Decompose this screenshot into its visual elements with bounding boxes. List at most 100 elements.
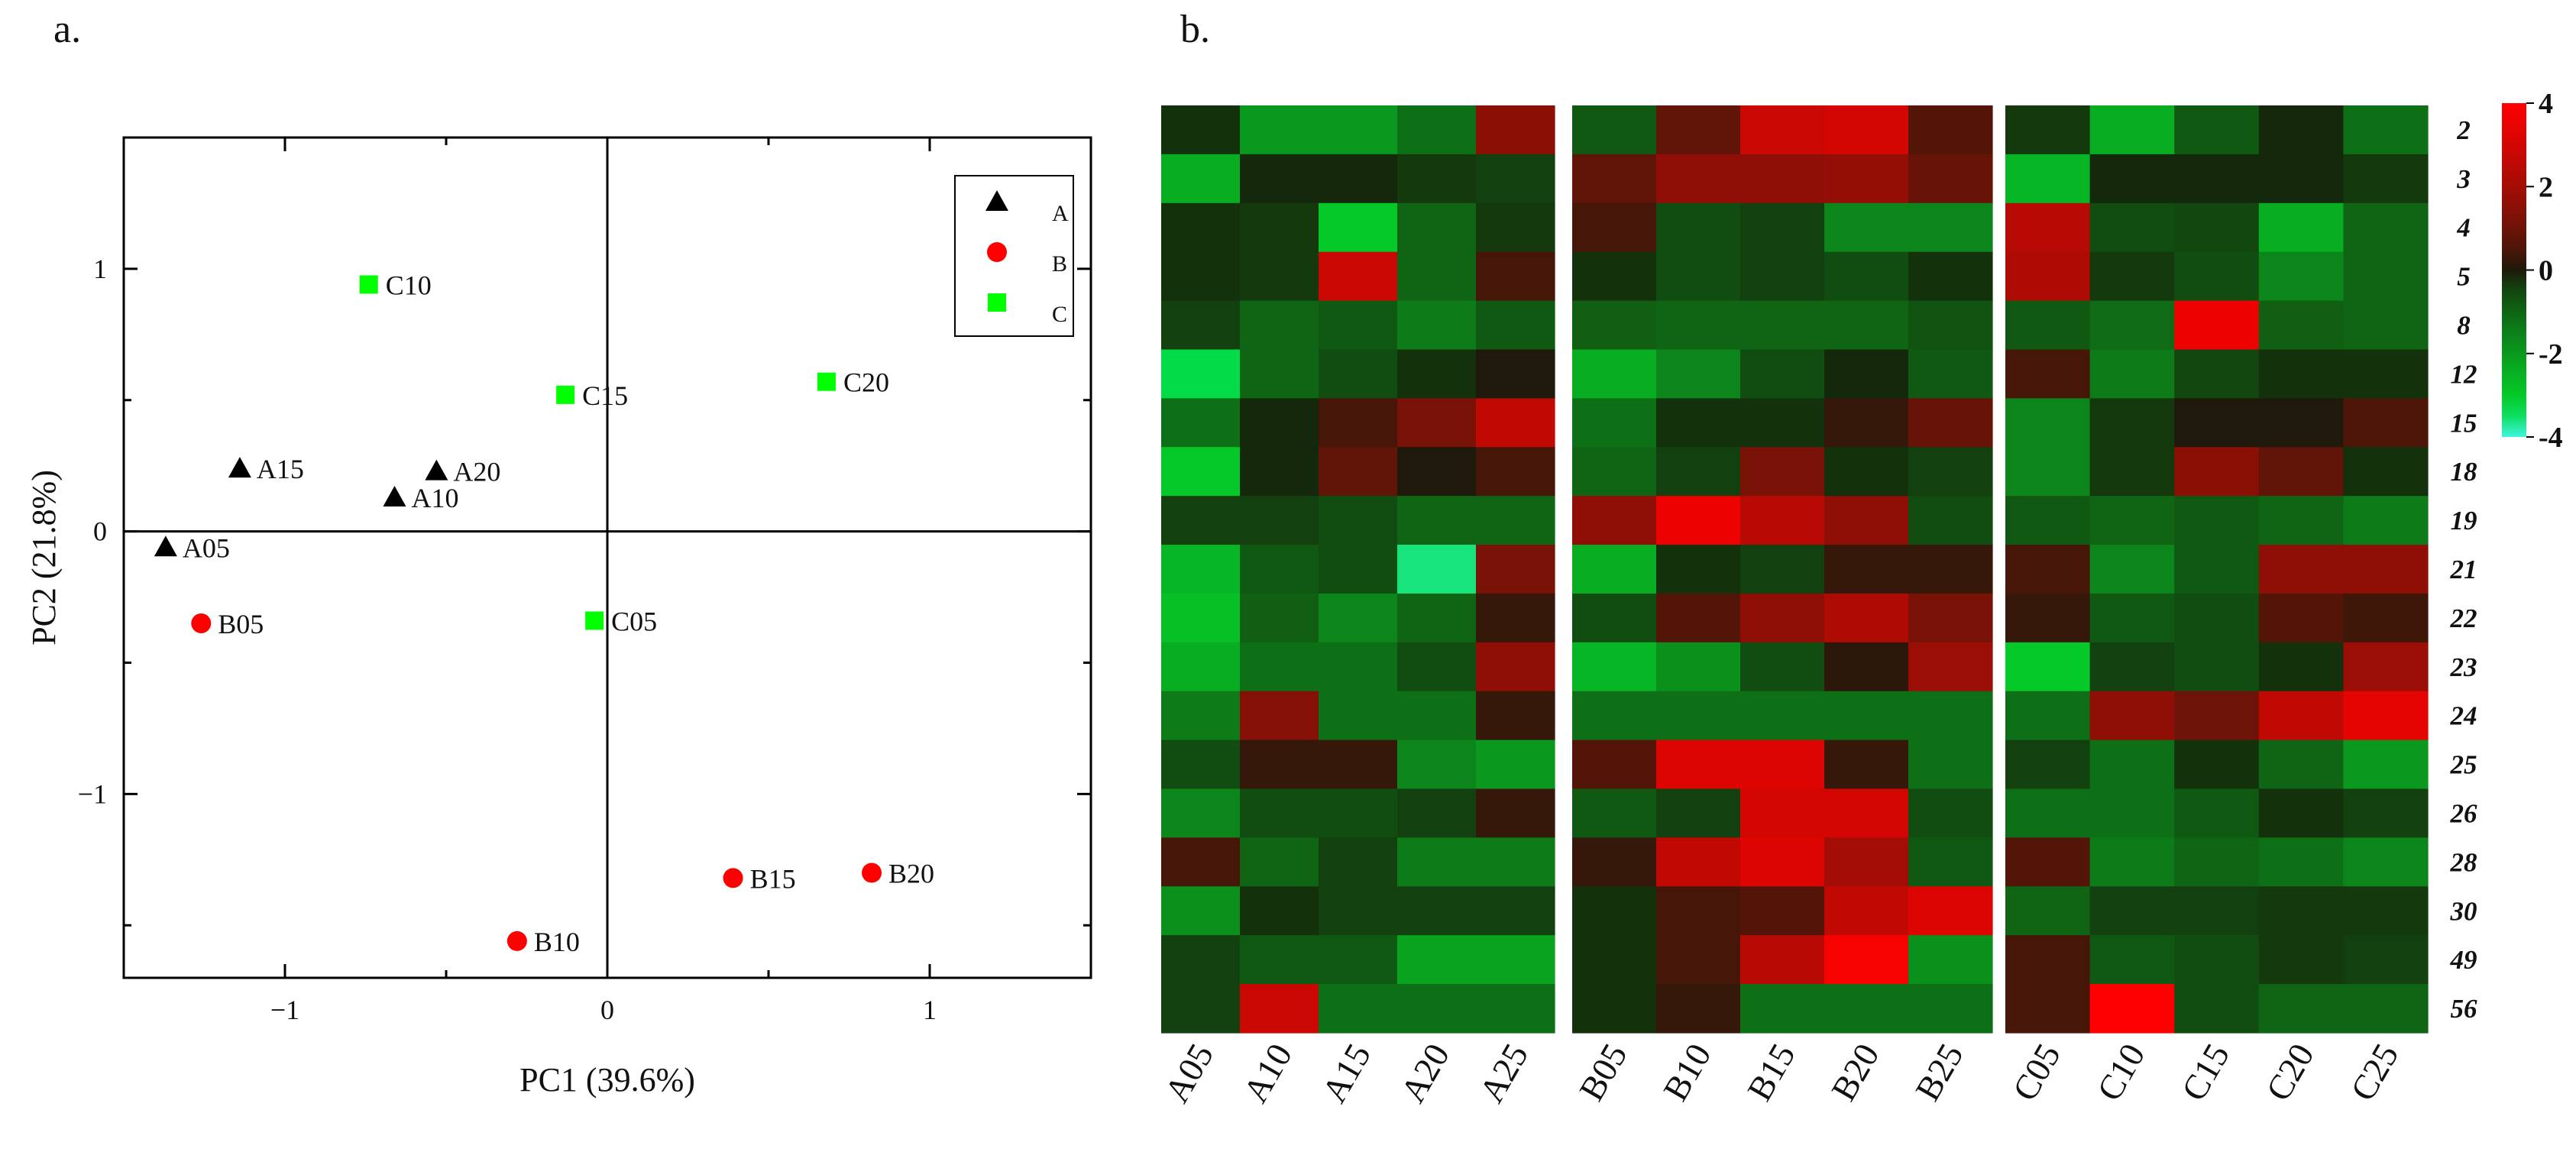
heat-cell-a15-49	[1319, 935, 1398, 985]
heat-cell-c05-12	[2005, 349, 2091, 399]
scale-label: 0	[2539, 255, 2553, 287]
heat-cell-a25-12	[1476, 349, 1555, 399]
heat-cell-a05-28	[1161, 837, 1241, 887]
row-label: 49	[2450, 945, 2477, 975]
heat-cell-a05-26	[1161, 788, 1241, 839]
heat-cell-c15-8	[2174, 300, 2260, 351]
heat-cell-b20-8	[1824, 300, 1909, 351]
heat-cell-b10-12	[1656, 349, 1741, 399]
heat-cell-c25-21	[2343, 545, 2429, 594]
heat-cell-b15-56	[1740, 984, 1825, 1034]
heat-cell-b15-22	[1740, 593, 1825, 643]
heat-cell-b20-12	[1824, 349, 1909, 399]
heat-cell-c20-8	[2258, 300, 2344, 351]
legend-box	[954, 175, 1074, 337]
point-label: C10	[386, 270, 432, 301]
point-label: A10	[411, 483, 458, 513]
heat-cell-c10-5	[2089, 251, 2175, 302]
heat-cell-c25-56	[2343, 984, 2429, 1034]
heat-cell-a25-28	[1476, 837, 1555, 887]
heat-cell-c10-26	[2089, 788, 2175, 839]
heat-cell-b20-3	[1824, 154, 1909, 204]
heat-cell-b05-25	[1572, 739, 1657, 790]
heat-cell-c25-49	[2343, 935, 2429, 985]
heat-cell-a10-23	[1240, 642, 1319, 692]
heat-cell-b10-24	[1656, 691, 1741, 741]
heat-cell-b10-22	[1656, 593, 1741, 643]
heat-cell-a15-4	[1319, 202, 1398, 253]
heat-cell-c15-4	[2174, 202, 2260, 253]
heat-cell-c20-25	[2258, 739, 2344, 790]
heat-cell-a15-3	[1319, 154, 1398, 204]
heatmap-chart: A05 A10 A15 A20 A25 B05 B10 B15 B20 B25 C05 C10 C15 C…	[1157, 88, 2562, 1109]
heat-cell-a25-19	[1476, 496, 1555, 545]
heat-cell-c10-12	[2089, 349, 2175, 399]
heat-cell-b25-25	[1908, 739, 1993, 790]
heat-cell-a10-4	[1240, 202, 1319, 253]
heat-cell-a15-30	[1319, 886, 1398, 936]
column-label: A20	[1393, 1037, 1457, 1109]
heat-cell-b20-2	[1824, 105, 1909, 155]
row-label: 25	[2450, 750, 2477, 780]
heat-cell-a25-18	[1476, 447, 1555, 497]
heat-cell-c25-5	[2343, 251, 2429, 302]
heat-cell-c20-23	[2258, 642, 2344, 692]
heat-cell-c20-30	[2258, 886, 2344, 936]
heat-cell-a15-24	[1319, 691, 1398, 741]
heat-cell-c05-49	[2005, 935, 2091, 985]
heat-cell-b10-18	[1656, 447, 1741, 497]
heat-cell-b25-18	[1908, 447, 1993, 497]
heat-cell-c25-22	[2343, 593, 2429, 643]
row-label: 21	[2450, 555, 2477, 584]
heat-cell-c15-56	[2174, 984, 2260, 1034]
heat-cell-b25-19	[1908, 496, 1993, 545]
heat-cell-b10-30	[1656, 886, 1741, 936]
heat-cell-b15-49	[1740, 935, 1825, 985]
heat-cell-b25-21	[1908, 545, 1993, 594]
heat-cell-a05-4	[1161, 202, 1241, 253]
heat-cell-c20-18	[2258, 447, 2344, 497]
heat-cell-a20-26	[1397, 788, 1477, 839]
column-label: C05	[2005, 1037, 2068, 1108]
row-label: 24	[2450, 701, 2477, 731]
column-label: B05	[1571, 1037, 1635, 1108]
heat-cell-b25-22	[1908, 593, 1993, 643]
heat-cell-c10-24	[2089, 691, 2175, 741]
heat-cell-a10-24	[1240, 691, 1319, 741]
heat-cell-a05-30	[1161, 886, 1241, 936]
heat-cell-c25-26	[2343, 788, 2429, 839]
heat-cell-a20-22	[1397, 593, 1477, 643]
heat-cell-b05-21	[1572, 545, 1657, 594]
heat-cell-a25-22	[1476, 593, 1555, 643]
heat-cell-c25-24	[2343, 691, 2429, 741]
x-axis-title: PC1 (39.6%)	[519, 1061, 695, 1099]
heat-cell-a10-49	[1240, 935, 1319, 985]
heat-cell-c25-23	[2343, 642, 2429, 692]
heat-cell-a10-12	[1240, 349, 1319, 399]
heat-cell-b05-30	[1572, 886, 1657, 936]
heat-cell-c05-19	[2005, 496, 2091, 545]
heat-cell-b20-56	[1824, 984, 1909, 1034]
legend-marker-c	[988, 293, 1006, 312]
panel-label-b: b.	[1180, 8, 1210, 51]
heat-cell-c15-49	[2174, 935, 2260, 985]
heat-cell-c10-2	[2089, 105, 2175, 155]
heat-cell-b25-30	[1908, 886, 1993, 936]
heat-cell-b10-21	[1656, 545, 1741, 594]
heat-cell-b15-25	[1740, 739, 1825, 790]
heat-cell-a20-4	[1397, 202, 1477, 253]
heat-cell-b10-3	[1656, 154, 1741, 204]
heat-cell-c15-23	[2174, 642, 2260, 692]
heat-cell-a25-23	[1476, 642, 1555, 692]
heat-cell-c25-15	[2343, 398, 2429, 448]
heat-cell-a05-5	[1161, 251, 1241, 302]
column-label: C25	[2343, 1037, 2406, 1108]
heat-cell-a25-24	[1476, 691, 1555, 741]
heat-cell-b15-3	[1740, 154, 1825, 204]
heat-cell-c15-12	[2174, 349, 2260, 399]
heat-cell-a25-26	[1476, 788, 1555, 839]
point-label: A20	[453, 457, 500, 487]
heat-cell-c20-12	[2258, 349, 2344, 399]
heat-cell-b10-23	[1656, 642, 1741, 692]
y-tick-label: −1	[78, 778, 107, 809]
